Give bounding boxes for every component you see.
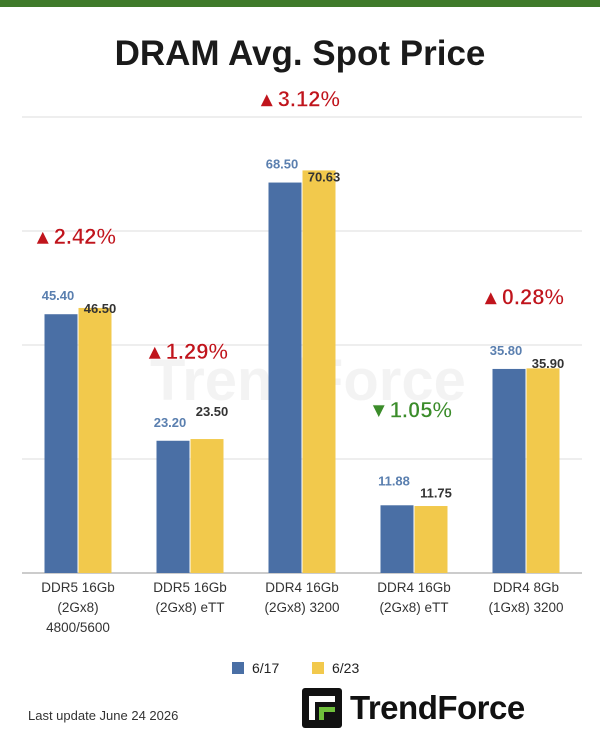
last-update-text: Last update June 24 2026 (28, 708, 179, 723)
value-label-6-17: 11.88 (378, 473, 410, 488)
bar-6-23-2 (302, 170, 336, 573)
legend: 6/17 6/23 (0, 660, 600, 680)
category-label: DDR5 16Gb (41, 580, 115, 595)
value-label-6-17: 68.50 (266, 157, 299, 172)
chart-title: DRAM Avg. Spot Price (114, 34, 486, 73)
change-label-up: ▲3.12% (256, 86, 340, 111)
legend-item-6-17: 6/17 (232, 660, 279, 676)
change-label-down: ▼1.05% (368, 397, 452, 422)
change-label-up: ▲1.29% (144, 339, 228, 364)
legend-swatch-6-23 (312, 662, 324, 674)
bar-chart: TrendForce 45.4046.5023.2023.5068.5070.6… (22, 86, 582, 635)
bar-6-23-0 (78, 307, 112, 573)
bar-6-23-3 (414, 506, 448, 573)
top-accent-bar (0, 0, 600, 7)
value-label-6-23: 11.75 (420, 485, 452, 500)
category-label: DDR4 8Gb (493, 580, 559, 595)
brand-name: TrendForce (350, 689, 525, 726)
bar-6-17-2 (268, 182, 302, 574)
category-label: (2Gx8) (57, 600, 98, 615)
legend-swatch-6-17 (232, 662, 244, 674)
category-label: (2Gx8) 3200 (264, 600, 339, 615)
value-label-6-17: 45.40 (42, 288, 75, 303)
bar-6-23-1 (190, 439, 224, 573)
bar-6-23-4 (526, 368, 560, 573)
value-label-6-23: 35.90 (532, 356, 565, 371)
change-label-up: ▲0.28% (480, 284, 564, 309)
legend-item-6-23: 6/23 (312, 660, 359, 676)
bar-6-17-1 (156, 440, 190, 573)
category-label: DDR4 16Gb (377, 580, 451, 595)
trendforce-logo: TrendForce (302, 688, 525, 728)
bar-6-17-4 (492, 368, 526, 573)
legend-label-6-17: 6/17 (252, 660, 280, 676)
category-label: (2Gx8) eTT (155, 600, 224, 615)
bar-6-17-3 (380, 505, 414, 573)
category-label: DDR4 16Gb (265, 580, 339, 595)
change-label-up: ▲2.42% (32, 224, 116, 249)
category-label: 4800/5600 (46, 620, 110, 635)
bar-6-17-0 (44, 314, 78, 573)
category-label: (2Gx8) eTT (379, 600, 448, 615)
value-label-6-17: 35.80 (490, 343, 523, 358)
value-label-6-23: 23.50 (196, 404, 229, 419)
value-label-6-17: 23.20 (154, 415, 187, 430)
trendforce-logo-icon (302, 688, 342, 728)
category-label: (1Gx8) 3200 (488, 600, 563, 615)
category-label: DDR5 16Gb (153, 580, 227, 595)
legend-label-6-23: 6/23 (332, 660, 360, 676)
value-label-6-23: 70.63 (308, 170, 341, 185)
value-label-6-23: 46.50 (84, 301, 117, 316)
